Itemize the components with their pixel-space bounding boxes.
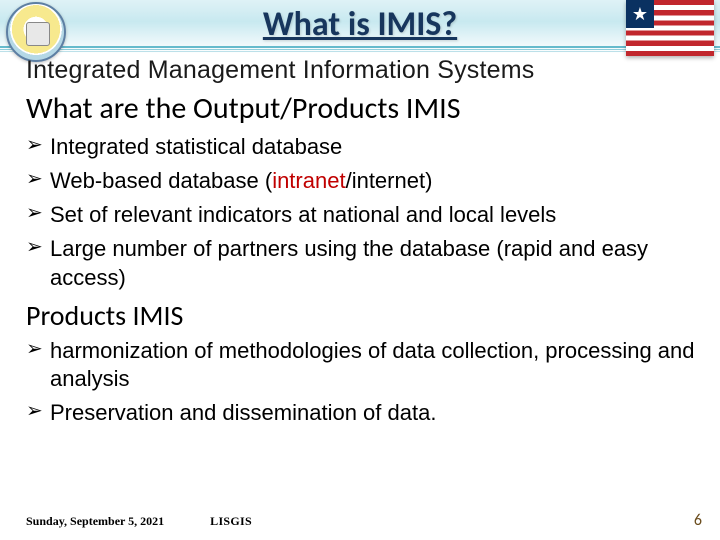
bullet-list: harmonization of methodologies of data c… [26, 337, 706, 427]
slide-subtitle: Integrated Management Information System… [26, 56, 534, 85]
list-item-text: /internet) [346, 168, 433, 193]
list-item: Large number of partners using the datab… [26, 235, 706, 291]
list-item: Integrated statistical database [26, 133, 706, 161]
list-item: Web-based database (intranet/internet) [26, 167, 706, 195]
bullet-list: Integrated statistical database Web-base… [26, 133, 706, 292]
list-item: harmonization of methodologies of data c… [26, 337, 706, 393]
slide-title: What is IMIS? [0, 4, 720, 45]
page-number: 6 [694, 511, 702, 530]
footer-org: LISGIS [210, 514, 252, 529]
header-underline [0, 46, 720, 54]
footer-date: Sunday, September 5, 2021 [26, 514, 164, 529]
list-item: Set of relevant indicators at national a… [26, 201, 706, 229]
slide-body: What are the Output/Products IMIS Integr… [26, 90, 706, 433]
list-item: Preservation and dissemination of data. [26, 399, 706, 427]
section-heading: What are the Output/Products IMIS [26, 90, 706, 127]
section-heading: Products IMIS [26, 298, 706, 333]
list-item-text: Web-based database ( [50, 168, 272, 193]
highlight-text: intranet [272, 168, 345, 193]
slide-footer: Sunday, September 5, 2021 LISGIS 6 [26, 511, 702, 530]
